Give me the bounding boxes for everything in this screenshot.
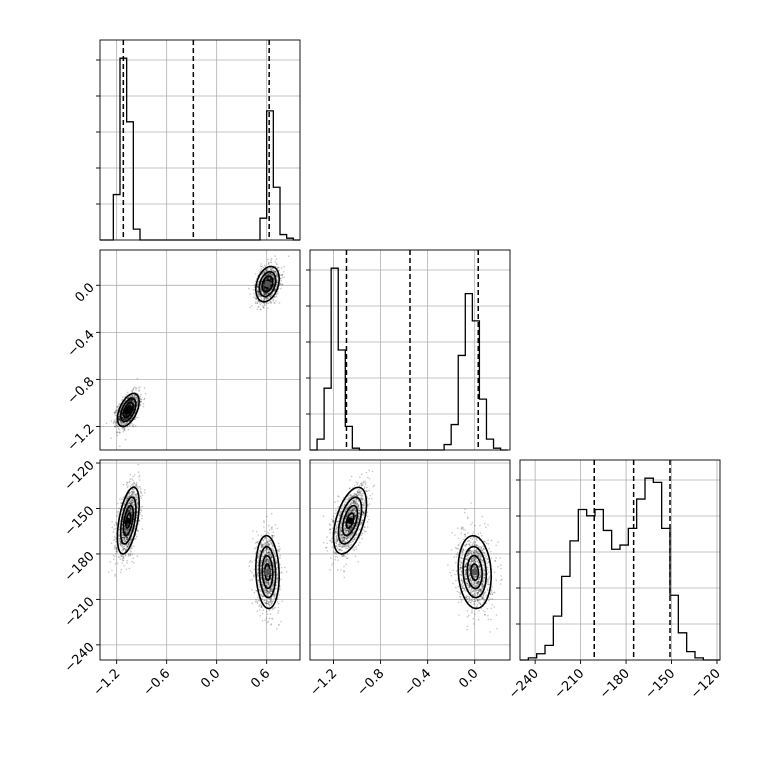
density-contour-group: [457, 534, 493, 610]
density-contour: [255, 534, 280, 610]
density-contour: [122, 504, 135, 537]
x-tick-label: −0.8: [354, 666, 387, 699]
sample-points: [108, 463, 288, 630]
x-tick-label: 0.6: [248, 666, 273, 691]
panel-frame: [519, 459, 721, 661]
y-tick-label: −120: [62, 458, 98, 494]
hist-panel-2: [516, 459, 721, 661]
density-contour-group: [116, 392, 140, 428]
panel-frame: [309, 459, 511, 661]
density-peak: [346, 516, 354, 525]
density-peak: [263, 280, 272, 288]
panel-frame: [99, 249, 301, 451]
density-contour: [345, 512, 355, 529]
density-contour: [261, 275, 274, 293]
panel-frame: [99, 459, 301, 661]
x-tick-label: −240: [506, 666, 542, 702]
x-tick-label: 0.0: [456, 666, 481, 691]
density-contour: [462, 545, 488, 599]
density-contour: [466, 554, 483, 590]
x-tick-label: −0.6: [141, 666, 174, 699]
y-tick-label: −0.8: [65, 374, 98, 407]
density-contour: [119, 397, 137, 423]
density-contour: [258, 270, 277, 298]
density-contour: [332, 486, 368, 555]
x-tick-label: 0.0: [198, 666, 223, 691]
density-contour: [119, 496, 137, 545]
density-contour: [341, 504, 359, 537]
density-contour: [122, 401, 134, 419]
y-tick-label: −150: [62, 504, 98, 540]
density-contour: [258, 545, 277, 599]
x-tick-label: −0.4: [402, 666, 435, 699]
scatter-panel-0-1: [99, 249, 301, 451]
y-tick-label: −210: [62, 594, 98, 630]
y-tick-label: −1.2: [65, 422, 98, 455]
density-contour: [457, 534, 493, 610]
density-peak: [124, 517, 132, 525]
density-contour: [261, 554, 274, 590]
x-tick-label: −180: [597, 666, 633, 702]
y-tick-label: 0.0: [72, 280, 97, 305]
density-contour-group: [255, 534, 280, 610]
density-contour-group: [255, 265, 280, 303]
scatter-panel-1-2: [309, 459, 511, 661]
y-tick-label: −240: [62, 640, 98, 676]
y-tick-label: −180: [62, 549, 98, 585]
density-contour: [337, 496, 363, 545]
density-contour: [470, 563, 480, 582]
x-tick-label: −150: [642, 666, 678, 702]
density-peak: [124, 406, 133, 414]
panel-frame: [309, 249, 511, 451]
density-contour: [255, 265, 280, 303]
density-contour-group: [332, 486, 368, 555]
density-peak: [471, 568, 478, 576]
density-contour: [116, 392, 140, 428]
x-tick-label: −1.2: [91, 666, 124, 699]
hist-panel-0: [96, 39, 301, 241]
panel-frame: [99, 39, 301, 241]
x-tick-label: −210: [552, 666, 588, 702]
histogram-step: [520, 477, 720, 661]
x-tick-label: −1.2: [307, 666, 340, 699]
hist-panel-1: [306, 249, 511, 451]
density-peak: [264, 568, 271, 576]
y-tick-label: −0.4: [65, 327, 98, 360]
density-contour-group: [116, 486, 140, 555]
density-contour: [116, 486, 140, 555]
x-tick-label: −120: [688, 666, 724, 702]
scatter-panel-0-2: [99, 459, 301, 661]
histogram-step: [100, 57, 300, 241]
